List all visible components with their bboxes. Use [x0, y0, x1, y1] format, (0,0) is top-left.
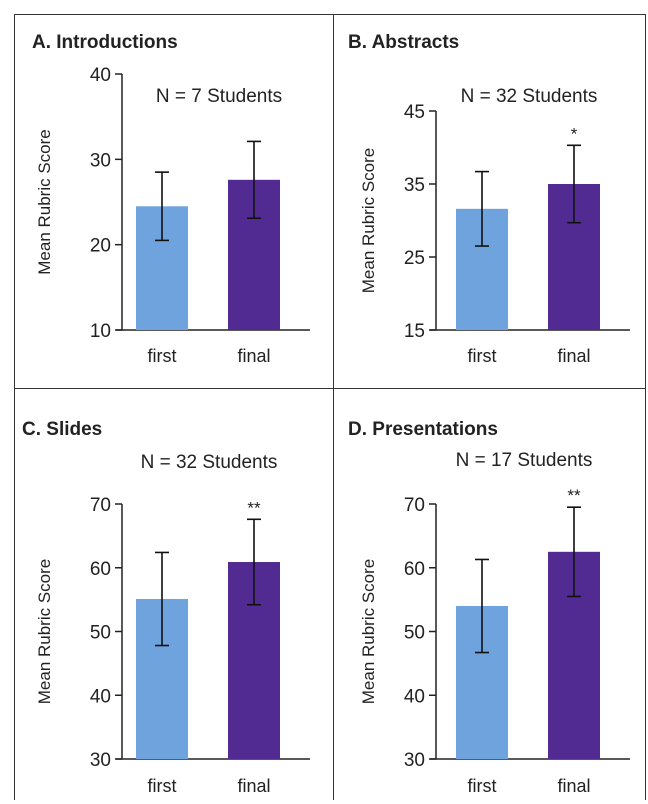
panel-grid-lines — [14, 14, 646, 800]
y-tick-label: 40 — [90, 686, 111, 707]
figure-grid: A. Introductions N = 7 Students 10 20 30 40… — [14, 14, 646, 800]
bar-chart-abstracts: 15 25 35 45 Mean Rubric Score first * final — [359, 102, 630, 366]
y-tick-label: 70 — [404, 495, 425, 516]
y-tick-label: 50 — [90, 623, 111, 644]
y-axis-label: Mean Rubric Score — [359, 559, 378, 705]
significance-marker: ** — [247, 498, 261, 517]
y-tick-label: 60 — [90, 559, 111, 580]
x-category-label: first — [148, 346, 177, 366]
panel-presentations: D. Presentations N = 17 Students 30 40 50 6… — [334, 389, 646, 800]
x-category-label: first — [148, 776, 177, 796]
y-tick-label: 15 — [404, 321, 425, 342]
significance-marker: ** — [567, 486, 581, 505]
panel-subtitle: N = 32 Students — [140, 452, 278, 473]
y-tick-label: 30 — [90, 750, 111, 771]
y-tick-label: 10 — [90, 321, 111, 342]
y-tick-label: 30 — [90, 150, 111, 171]
y-tick-label: 50 — [404, 623, 425, 644]
y-axis-label: Mean Rubric Score — [35, 559, 54, 705]
y-tick-label: 70 — [90, 495, 111, 516]
panel-subtitle: N = 32 Students — [460, 86, 598, 107]
panel-title: C. Slides — [22, 419, 103, 440]
y-tick-label: 35 — [404, 175, 425, 196]
y-tick-label: 40 — [90, 65, 111, 86]
y-tick-label: 60 — [404, 559, 425, 580]
panel-slides: C. Slides N = 32 Students 30 40 50 60 70 Mean… — [14, 389, 333, 800]
y-axis-label: Mean Rubric Score — [35, 129, 54, 275]
x-category-label: final — [557, 346, 590, 366]
x-category-label: final — [557, 776, 590, 796]
bar-chart-presentations: 30 40 50 60 70 Mean Rubric Score first ** final — [359, 486, 630, 796]
y-tick-label: 30 — [404, 750, 425, 771]
panel-title: A. Introductions — [32, 32, 178, 53]
x-category-label: first — [468, 776, 497, 796]
panel-abstracts: B. Abstracts N = 32 Students 15 25 35 45 Mea… — [334, 14, 646, 388]
y-tick-label: 45 — [404, 102, 425, 123]
panel-title: D. Presentations — [348, 419, 498, 440]
y-tick-label: 40 — [404, 686, 425, 707]
y-tick-label: 25 — [404, 248, 425, 269]
x-category-label: first — [468, 346, 497, 366]
y-axis-label: Mean Rubric Score — [359, 148, 378, 294]
panel-introductions: A. Introductions N = 7 Students 10 20 30 40… — [14, 14, 333, 388]
bar-chart-slides: 30 40 50 60 70 Mean Rubric Score first ** final — [35, 495, 310, 796]
x-category-label: final — [237, 776, 270, 796]
y-tick-label: 20 — [90, 236, 111, 257]
panel-subtitle: N = 17 Students — [455, 450, 593, 471]
bar-chart-introductions: 10 20 30 40 Mean Rubric Score first final — [35, 65, 310, 366]
x-category-label: final — [237, 346, 270, 366]
panel-title: B. Abstracts — [348, 32, 460, 53]
significance-marker: * — [571, 124, 578, 143]
panel-subtitle: N = 7 Students — [155, 86, 283, 107]
